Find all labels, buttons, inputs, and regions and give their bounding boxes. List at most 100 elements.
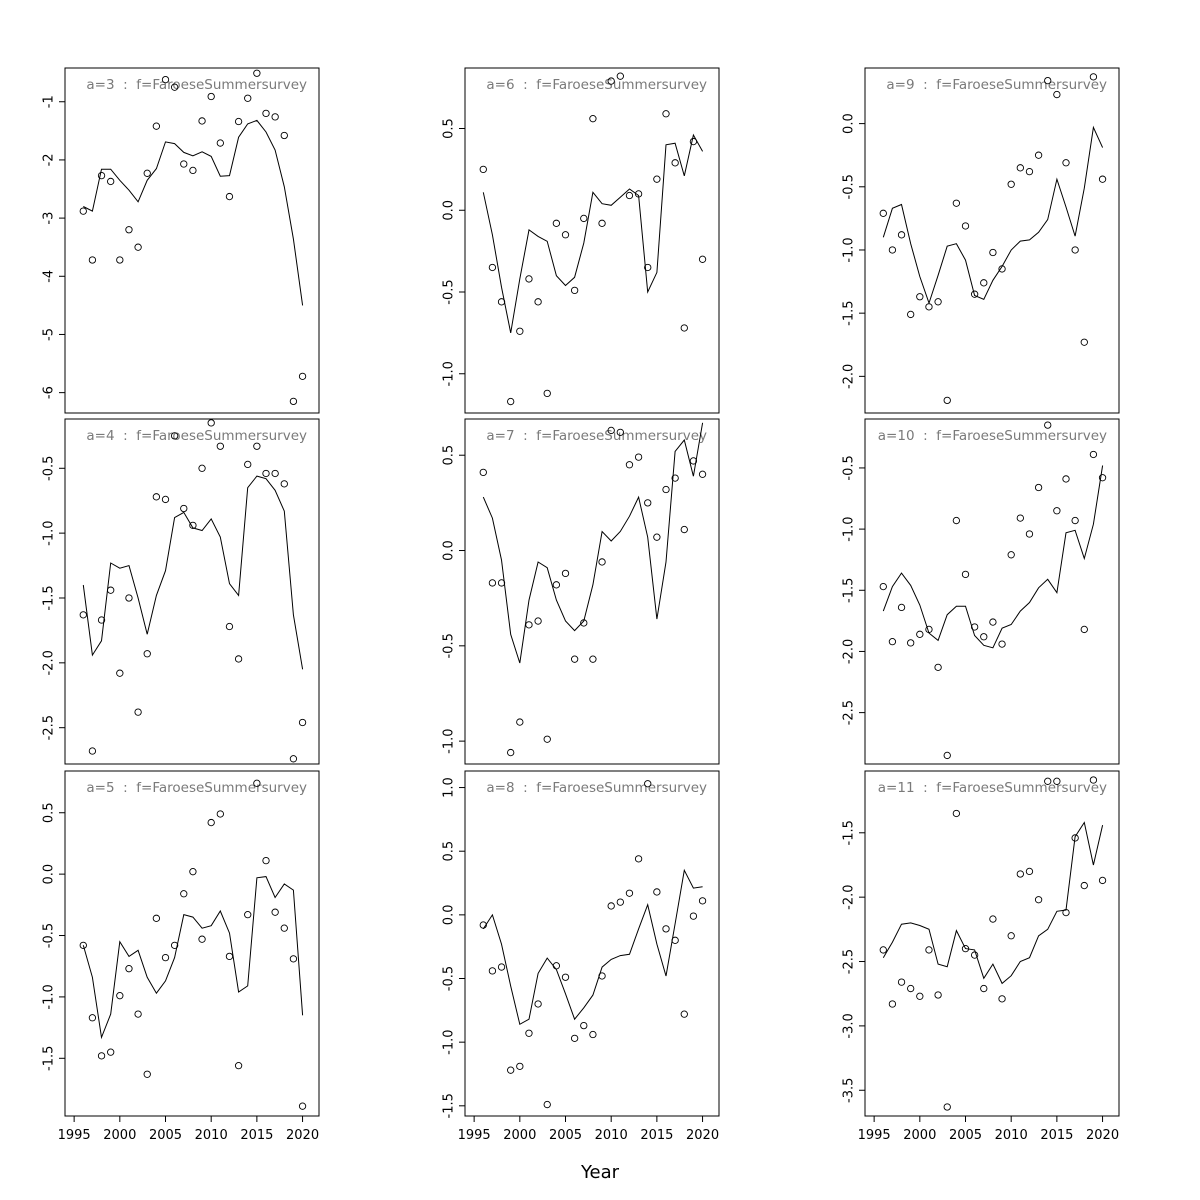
observed-point — [943, 396, 951, 405]
observed-point — [907, 639, 915, 647]
observed-point — [1034, 151, 1043, 159]
fitted-line — [882, 465, 1104, 649]
observed-point — [879, 209, 887, 217]
panel: -6 -5 -4 -3 -2 -1 a=3 : f=FaroeseSummersurvey — [42, 67, 320, 414]
observed-point — [888, 246, 897, 254]
observed-point — [116, 256, 124, 264]
observed-point — [580, 619, 588, 627]
observed-point — [1025, 867, 1034, 876]
observed-point — [925, 303, 933, 311]
y-tick-label: -0.5 — [42, 923, 57, 948]
observed-point — [634, 453, 643, 461]
observed-point — [980, 279, 988, 287]
observed-point — [244, 910, 252, 919]
observed-point — [234, 1062, 243, 1070]
plot-frame — [464, 418, 720, 765]
plot-frame — [64, 770, 320, 1117]
panel: -1.5 -1.0 -0.5 0.0 0.5 1.0 1995 2000 2005 2010 201… — [442, 770, 720, 1143]
observed-point — [552, 962, 561, 970]
fitted-line — [482, 133, 704, 333]
x-tick-label: 2010 — [195, 1128, 228, 1143]
y-tick-label: -5 — [42, 328, 57, 341]
observed-point — [1034, 896, 1043, 904]
observed-point — [1044, 777, 1052, 785]
observed-point — [570, 1034, 579, 1042]
y-tick-label: 0.0 — [442, 905, 457, 926]
observed-point — [207, 818, 215, 827]
panel-title: a=8 : f=FaroeseSummersurvey — [486, 780, 707, 796]
observed-point — [680, 1010, 688, 1018]
observed-point — [507, 1066, 515, 1074]
panel: -2.5 -2.0 -1.5 -1.0 -0.5 a=4 : f=FaroeseSumme… — [42, 418, 320, 765]
observed-point — [943, 1103, 951, 1111]
observed-point — [879, 946, 887, 954]
observed-point — [216, 442, 224, 450]
observed-point — [961, 222, 970, 230]
observed-point — [998, 995, 1006, 1003]
panel-title: a=9 : f=FaroeseSummersurvey — [886, 77, 1107, 93]
observed-point — [525, 275, 533, 283]
observed-point — [488, 263, 497, 272]
observed-point — [561, 973, 570, 981]
observed-point — [180, 890, 188, 898]
panel-title: a=7 : f=FaroeseSummersurvey — [486, 428, 707, 444]
y-tick-label: -0.5 — [442, 966, 457, 991]
observed-point — [225, 192, 234, 201]
observed-point — [543, 389, 551, 398]
observed-point — [888, 638, 897, 646]
observed-point — [1098, 175, 1107, 183]
y-tick-label: 0.5 — [442, 841, 457, 862]
observed-point — [998, 265, 1006, 273]
fitted-line — [882, 821, 1104, 985]
observed-point — [934, 663, 942, 672]
observed-point — [980, 984, 988, 993]
observed-point — [507, 397, 515, 406]
y-tick-label: -0.5 — [842, 174, 857, 199]
observed-point — [525, 621, 533, 629]
observed-point — [1080, 625, 1088, 634]
panel: -1.0 -0.5 0.0 0.5 a=6 : f=FaroeseSummersurve… — [442, 67, 720, 414]
panel: -2.5 -2.0 -1.5 -1.0 -0.5 a=10 : f=FaroeseSumm… — [842, 418, 1120, 765]
plot-frame — [464, 67, 720, 414]
observed-point — [1044, 421, 1052, 429]
observed-point — [934, 298, 942, 306]
observed-point — [1080, 881, 1088, 890]
observed-point — [488, 967, 497, 975]
observed-point — [970, 290, 979, 298]
observed-point — [644, 263, 652, 272]
observed-point — [225, 952, 234, 961]
observed-point — [680, 525, 688, 534]
observed-point — [1062, 159, 1070, 167]
x-tick-label: 2020 — [686, 1128, 719, 1143]
observed-point — [525, 1029, 533, 1037]
panel: -3.5 -3.0 -2.5 -2.0 -1.5 1995 2000 2005 2010 2015… — [842, 770, 1120, 1143]
observed-point — [980, 633, 988, 641]
observed-point — [952, 809, 961, 818]
observed-point — [298, 1102, 307, 1110]
observed-point — [916, 992, 924, 1000]
y-tick-label: -0.5 — [442, 279, 457, 304]
observed-point — [1025, 167, 1034, 176]
observed-point — [88, 256, 97, 264]
y-tick-label: 0.5 — [42, 802, 57, 823]
y-tick-label: -2.5 — [42, 715, 57, 740]
observed-point — [634, 190, 643, 198]
observed-point — [616, 898, 624, 906]
y-tick-label: -0.5 — [842, 455, 857, 480]
observed-point — [1071, 246, 1079, 254]
x-tick-label: 2000 — [103, 1128, 136, 1143]
observed-point — [280, 480, 288, 488]
observed-point — [534, 617, 542, 625]
observed-point — [97, 616, 106, 624]
observed-point — [570, 286, 579, 295]
observed-point — [271, 113, 279, 121]
observed-point — [207, 419, 215, 427]
observed-point — [1089, 776, 1098, 784]
observed-point — [125, 226, 133, 234]
observed-point — [625, 461, 634, 469]
x-tick-label: 2020 — [286, 1128, 319, 1143]
observed-point — [107, 177, 115, 186]
observed-point — [1053, 777, 1061, 785]
observed-point — [198, 117, 206, 125]
observed-point — [698, 470, 707, 478]
